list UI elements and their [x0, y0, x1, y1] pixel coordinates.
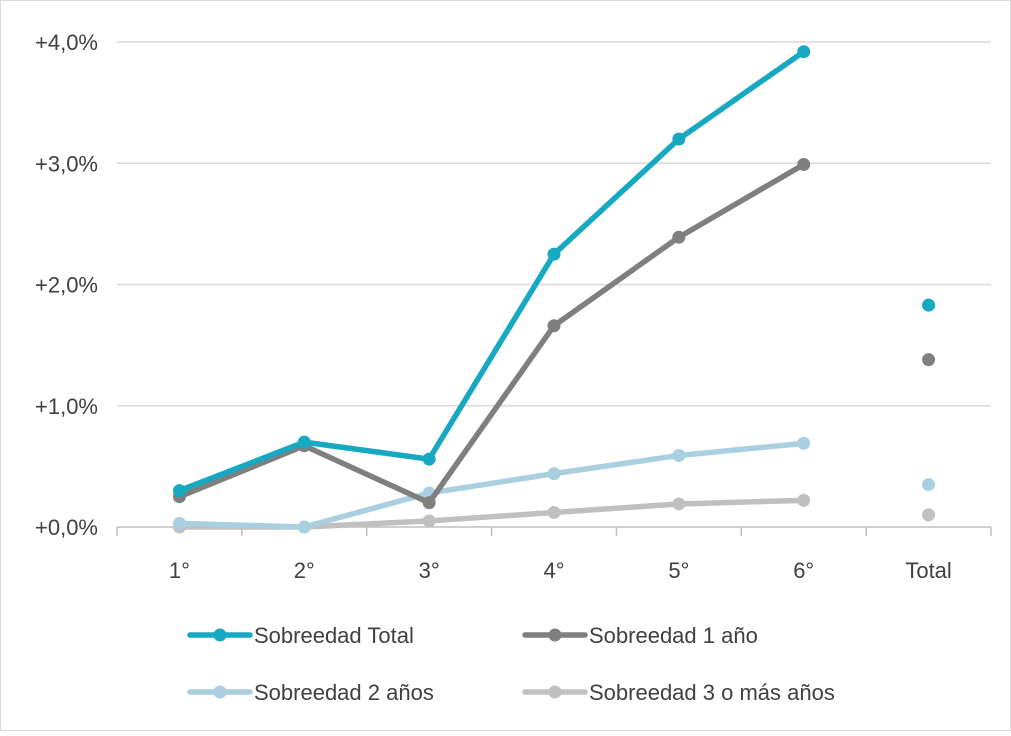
data-point	[547, 247, 561, 261]
x-tick-label: 2°	[294, 558, 315, 583]
data-point	[547, 467, 561, 481]
legend-label: Sobreedad 2 años	[254, 680, 434, 705]
legend-swatch-marker	[213, 685, 227, 699]
data-point	[297, 435, 311, 449]
data-point	[672, 497, 686, 511]
data-point	[172, 516, 186, 530]
total-point	[922, 353, 936, 367]
data-point	[547, 319, 561, 333]
legend-label: Sobreedad Total	[254, 623, 414, 648]
legend-swatch-marker	[213, 628, 227, 642]
legend-item: Sobreedad 3 o más años	[522, 680, 835, 705]
x-tick-label: Total	[905, 558, 951, 583]
legend-item: Sobreedad 2 años	[187, 680, 434, 705]
legend: Sobreedad Total Sobreedad 1 año Sobreedad …	[187, 623, 835, 705]
data-point	[797, 436, 811, 450]
data-point	[797, 157, 811, 171]
total-point	[922, 508, 936, 522]
data-point	[672, 448, 686, 462]
gridlines	[117, 41, 991, 407]
legend-swatch-marker	[548, 628, 562, 642]
y-tick-label: +4,0%	[35, 30, 98, 55]
total-point	[922, 478, 936, 492]
y-tick-label: +3,0%	[35, 151, 98, 176]
legend-swatch-marker	[548, 685, 562, 699]
data-point	[672, 132, 686, 146]
data-point	[297, 520, 311, 534]
x-tick-label: 5°	[668, 558, 689, 583]
series-2	[172, 436, 936, 534]
series-0	[172, 45, 936, 498]
x-tick-label: 4°	[543, 558, 564, 583]
data-point	[422, 514, 436, 528]
series-line	[176, 48, 807, 494]
y-tick-label: +2,0%	[35, 273, 98, 298]
data-point	[422, 452, 436, 466]
data-point	[422, 496, 436, 510]
data-point	[797, 45, 811, 59]
series-line	[176, 440, 807, 530]
data-point	[547, 505, 561, 519]
series-line	[176, 161, 807, 506]
y-tick-label: +1,0%	[35, 394, 98, 419]
data-point	[672, 230, 686, 244]
y-tick-label: +0,0%	[35, 515, 98, 540]
x-tick-label: 3°	[419, 558, 440, 583]
x-tick-label: 6°	[793, 558, 814, 583]
total-point	[922, 298, 936, 312]
x-tick-label: 1°	[169, 558, 190, 583]
legend-item: Sobreedad 1 año	[522, 623, 758, 648]
data-point	[172, 484, 186, 498]
axes: +0,0% +1,0% +2,0% +3,0% +4,0% 1° 2° 3° 4° 5° 6° Tot…	[35, 30, 992, 583]
data-point	[797, 493, 811, 507]
series-group	[172, 45, 936, 534]
legend-label: Sobreedad 1 año	[589, 623, 758, 648]
legend-label: Sobreedad 3 o más años	[589, 680, 835, 705]
legend-item: Sobreedad Total	[187, 623, 414, 648]
